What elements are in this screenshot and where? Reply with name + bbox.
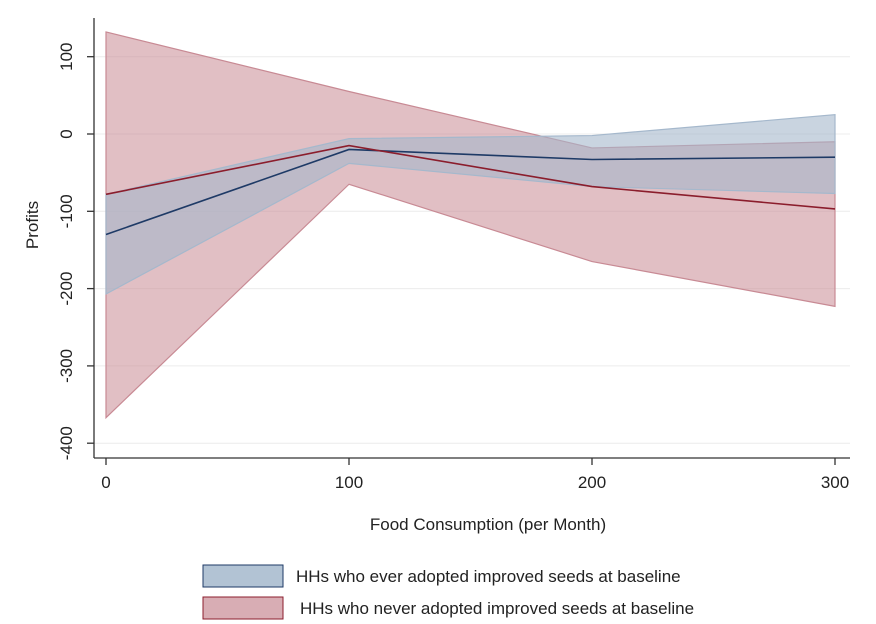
x-tick-label: 200 — [578, 473, 606, 492]
y-tick-label: -200 — [57, 272, 76, 306]
estimate-line-series-1 — [105, 144, 836, 210]
legend-swatch-series-1 — [202, 596, 284, 620]
legend: HHs who ever adopted improved seeds at b… — [202, 564, 694, 620]
axes — [93, 18, 850, 459]
ci-band-series-1 — [105, 31, 836, 420]
x-axis-title: Food Consumption (per Month) — [370, 515, 606, 534]
y-tick-label: 100 — [57, 43, 76, 71]
legend-label-series-1: HHs who never adopted improved seeds at … — [300, 599, 694, 618]
legend-swatch-series-0 — [202, 564, 284, 588]
legend-label-series-0: HHs who ever adopted improved seeds at b… — [296, 567, 681, 586]
estimate-lines — [105, 144, 836, 236]
y-tick-label: -400 — [57, 426, 76, 460]
y-axis-title: Profits — [23, 201, 42, 249]
x-tick-label: 0 — [101, 473, 110, 492]
estimate-line-series-0 — [105, 148, 836, 236]
y-tick-label: -300 — [57, 349, 76, 383]
y-tick-label: -100 — [57, 194, 76, 228]
tick-labels: -400 -300 -200 -100 0 100 0 100 200 300 — [57, 43, 849, 492]
x-tick-label: 100 — [335, 473, 363, 492]
y-tick-label: 0 — [57, 129, 76, 138]
x-tick-label: 300 — [821, 473, 849, 492]
